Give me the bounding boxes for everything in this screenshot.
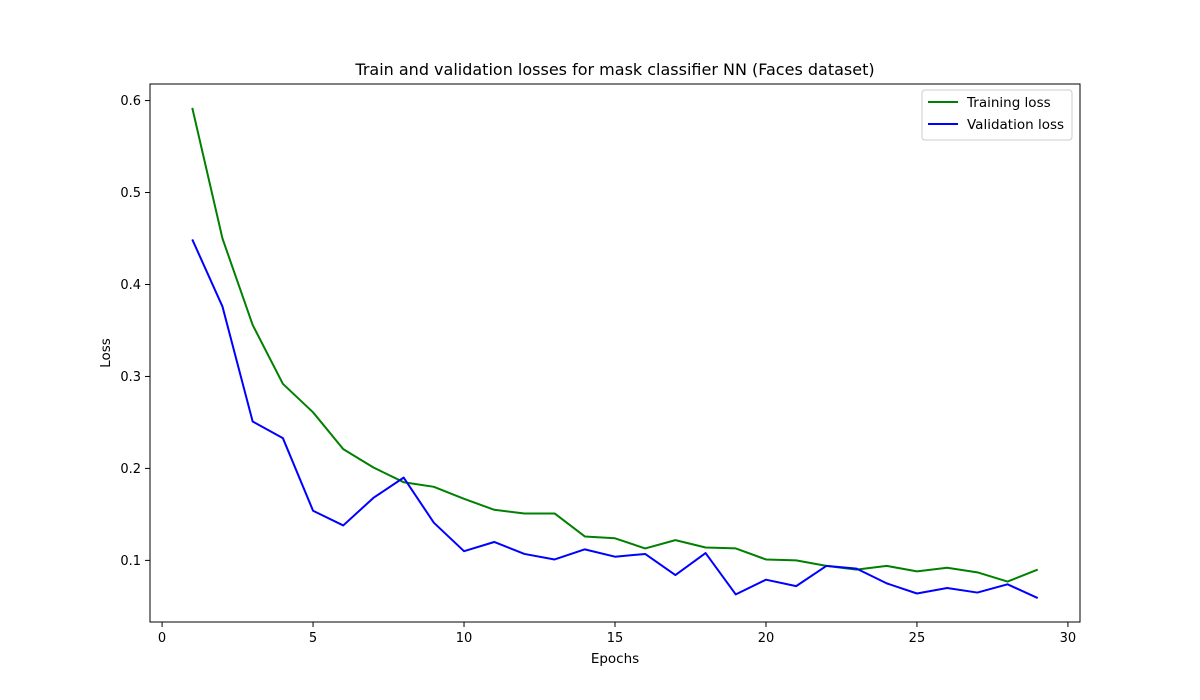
y-tick-label: 0.3 [120,370,141,385]
y-tick-label: 0.1 [120,554,141,569]
legend-label-validation: Validation loss [967,117,1064,133]
x-axis-label: Epochs [591,651,639,667]
y-tick-label: 0.2 [120,462,141,477]
legend-box [921,89,1073,141]
y-tick-label: 0.4 [120,278,141,293]
x-tick-label: 15 [607,631,624,646]
x-tick-label: 25 [909,631,926,646]
chart-title: Train and validation losses for mask cla… [354,60,874,79]
x-tick-label: 5 [309,631,317,646]
x-tick-label: 10 [456,631,473,646]
x-tick-label: 30 [1060,631,1077,646]
legend: Training loss Validation loss [921,89,1073,141]
training-loss-line [191,107,1039,583]
x-tick-label: 0 [158,631,166,646]
legend-label-training: Training loss [966,95,1051,111]
x-tick-label: 20 [758,631,775,646]
x-axis-ticks: 0 5 10 15 20 25 30 [158,622,1076,646]
y-axis-label: Loss [98,338,114,368]
y-tick-label: 0.6 [120,94,141,109]
validation-loss-line [191,239,1039,599]
y-axis-ticks: 0.1 0.2 0.3 0.4 0.5 0.6 [120,94,150,569]
series-layer [191,107,1039,599]
y-tick-label: 0.5 [120,186,141,201]
